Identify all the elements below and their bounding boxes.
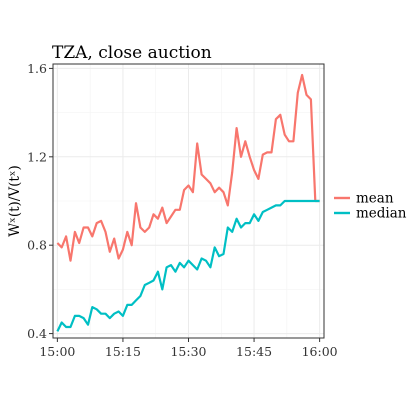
x-tick-label: 15:30 — [170, 344, 206, 359]
grid — [53, 64, 324, 338]
y-tick-label: 0.8 — [27, 238, 47, 253]
y-tick-label: 1.6 — [27, 61, 47, 76]
y-tick-label: 1.2 — [27, 149, 47, 164]
x-tick-label: 15:45 — [236, 344, 272, 359]
legend-label-mean: mean — [356, 191, 394, 207]
axes: 15:00 15:15 15:30 15:45 16:00 0.4 0.8 1.2 1.6 — [27, 61, 338, 359]
y-tick-label: 0.4 — [27, 326, 47, 341]
series-layer — [56, 73, 320, 332]
legend-label-median: median — [356, 206, 407, 222]
y-axis-label: Wˣ(t)/V(tˣ) — [7, 165, 23, 237]
chart-title: TZA, close auction — [52, 43, 212, 63]
series-line-mean — [56, 73, 320, 262]
x-tick-label: 16:00 — [302, 344, 338, 359]
x-tick-label: 15:15 — [105, 344, 141, 359]
series-line-median — [56, 199, 320, 332]
x-tick-label: 15:00 — [39, 344, 75, 359]
